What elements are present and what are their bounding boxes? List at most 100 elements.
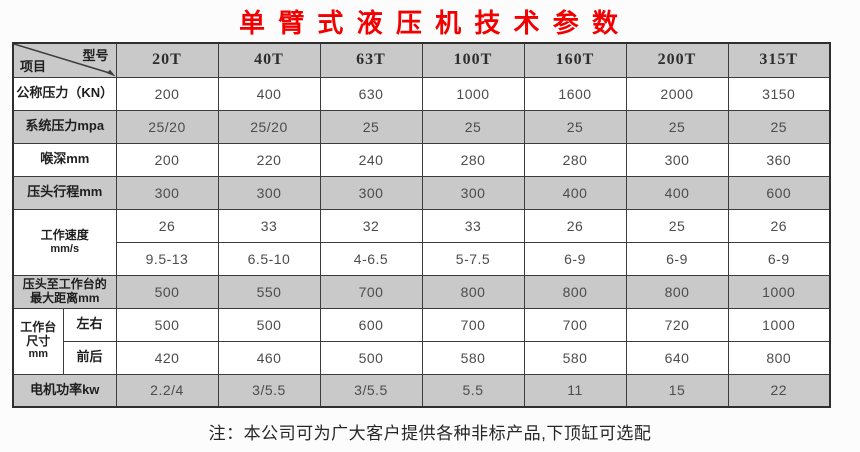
- row-label-system-pressure: 系统压力mpa: [12, 109, 117, 144]
- row-label-throat-depth: 喉深mm: [12, 142, 117, 177]
- row-label-worktable-size: 工作台 尺寸 mm: [12, 307, 64, 375]
- page-title: 单 臂 式 液 压 机 技 术 参 数: [238, 8, 621, 38]
- row-system-pressure: 系统压力mpa 25/20 25/20 25 25 25 25 25: [12, 109, 831, 144]
- row-label-nominal-pressure: 公称压力（KN）: [12, 76, 117, 111]
- column-header-200t: 200T: [625, 42, 729, 78]
- row-throat-depth: 喉深mm 200 220 240 280 280 300 360: [12, 142, 831, 177]
- diagonal-line: [14, 44, 115, 76]
- table-cell: 25: [727, 109, 831, 144]
- row-label-work-speed: 工作速度 mm/s: [12, 208, 117, 276]
- footnote: 注：本公司可为广大客户提供各种非标产品,下顶缸可选配: [208, 424, 652, 443]
- table-cell: 25: [319, 109, 423, 144]
- row-nominal-pressure: 公称压力（KN） 200 400 630 1000 1600 2000 3150: [12, 76, 831, 111]
- table-cell: 6-9: [727, 241, 831, 276]
- table-cell: 420: [115, 340, 219, 375]
- table-cell: 200: [115, 142, 219, 177]
- table-cell: 4-6.5: [319, 241, 423, 276]
- table-cell: 6-9: [625, 241, 729, 276]
- table-cell: 200: [115, 76, 219, 111]
- table-cell: 26: [523, 208, 627, 243]
- row-max-distance: 压头至工作台的 最大距离mm 500 550 700 800 800 800 1…: [12, 274, 831, 309]
- table-cell: 700: [421, 307, 525, 342]
- table-cell: 6-9: [523, 241, 627, 276]
- worktable-label-line1: 工作台: [20, 319, 57, 334]
- table-cell: 500: [115, 307, 219, 342]
- table-cell: 360: [727, 142, 831, 177]
- table-cell: 1000: [421, 76, 525, 111]
- corner-header-cell: 型号 项目: [12, 42, 117, 78]
- row-ram-stroke: 压头行程mm 300 300 300 300 400 400 600: [12, 175, 831, 210]
- row-label-motor-power: 电机功率kw: [12, 373, 117, 408]
- table-cell: 5-7.5: [421, 241, 525, 276]
- row-label-ram-stroke: 压头行程mm: [12, 175, 117, 210]
- table-cell: 3150: [727, 76, 831, 111]
- row-motor-power: 电机功率kw 2.2/4 3/5.5 3/5.5 5.5 11 15 22: [12, 373, 831, 408]
- table-cell: 600: [319, 307, 423, 342]
- table-cell: 580: [421, 340, 525, 375]
- table-cell: 25: [421, 109, 525, 144]
- table-cell: 1000: [727, 274, 831, 309]
- row-work-speed-fast: 工作速度 mm/s 26 33 32 33 26 25 26: [12, 208, 831, 276]
- table-cell: 11: [523, 373, 627, 408]
- table-cell: 300: [217, 175, 321, 210]
- table-cell: 33: [421, 208, 525, 243]
- table-cell: 630: [319, 76, 423, 111]
- table-cell: 25/20: [115, 109, 219, 144]
- table-cell: 700: [523, 307, 627, 342]
- table-cell: 6.5-10: [217, 241, 321, 276]
- table-cell: 500: [319, 340, 423, 375]
- table-cell: 800: [421, 274, 525, 309]
- table-cell: 300: [319, 175, 423, 210]
- table-cell: 26: [115, 208, 219, 243]
- table-cell: 550: [217, 274, 321, 309]
- table-cell: 580: [523, 340, 627, 375]
- table-cell: 9.5-13: [115, 241, 219, 276]
- work-speed-label-line1: 工作速度: [40, 227, 89, 242]
- table-cell: 25: [625, 208, 729, 243]
- table-cell: 2000: [625, 76, 729, 111]
- table-cell: 25/20: [217, 109, 321, 144]
- table-cell: 25: [625, 109, 729, 144]
- table-cell: 720: [625, 307, 729, 342]
- header-row: 型号 项目 20T 40T 63T 100T 160T 200T 315T: [12, 42, 831, 78]
- row-label-worktable-fb: 前后: [62, 340, 117, 375]
- table-cell: 15: [625, 373, 729, 408]
- worktable-label-line3: mm: [28, 348, 49, 361]
- row-label-worktable-lr: 左右: [62, 307, 117, 342]
- table-cell: 22: [727, 373, 831, 408]
- table-cell: 600: [727, 175, 831, 210]
- table-cell: 5.5: [421, 373, 525, 408]
- table-cell: 800: [727, 340, 831, 375]
- work-speed-label-line2: mm/s: [50, 242, 80, 255]
- column-header-160t: 160T: [523, 42, 627, 78]
- table-cell: 300: [115, 175, 219, 210]
- row-label-max-distance: 压头至工作台的 最大距离mm: [12, 274, 117, 309]
- table-cell: 220: [217, 142, 321, 177]
- table-cell: 2.2/4: [115, 373, 219, 408]
- table-cell: 400: [217, 76, 321, 111]
- column-header-40t: 40T: [217, 42, 321, 78]
- table-cell: 32: [319, 208, 423, 243]
- row-worktable-lr: 工作台 尺寸 mm 左右 500 500 600 700 700 720 100…: [12, 307, 831, 375]
- table-cell: 280: [523, 142, 627, 177]
- table-cell: 1000: [727, 307, 831, 342]
- row-worktable-fb: 前后 420 460 500 580 580 640 800: [13, 340, 831, 375]
- table-cell: 280: [421, 142, 525, 177]
- table-cell: 400: [625, 175, 729, 210]
- table-cell: 3/5.5: [217, 373, 321, 408]
- corner-model-label: 型号: [82, 48, 109, 63]
- table-cell: 26: [727, 208, 831, 243]
- table-cell: 800: [523, 274, 627, 309]
- column-header-63t: 63T: [319, 42, 423, 78]
- corner-item-label: 项目: [20, 58, 47, 74]
- column-header-100t: 100T: [421, 42, 525, 78]
- max-distance-label-line1: 压头至工作台的: [22, 276, 107, 291]
- table-cell: 500: [115, 274, 219, 309]
- table-cell: 240: [319, 142, 423, 177]
- table-cell: 400: [523, 175, 627, 210]
- row-work-speed-slow: 9.5-13 6.5-10 4-6.5 5-7.5 6-9 6-9 6-9: [13, 241, 831, 276]
- max-distance-label-line2: 最大距离mm: [30, 290, 100, 305]
- table-cell: 640: [625, 340, 729, 375]
- table-cell: 25: [523, 109, 627, 144]
